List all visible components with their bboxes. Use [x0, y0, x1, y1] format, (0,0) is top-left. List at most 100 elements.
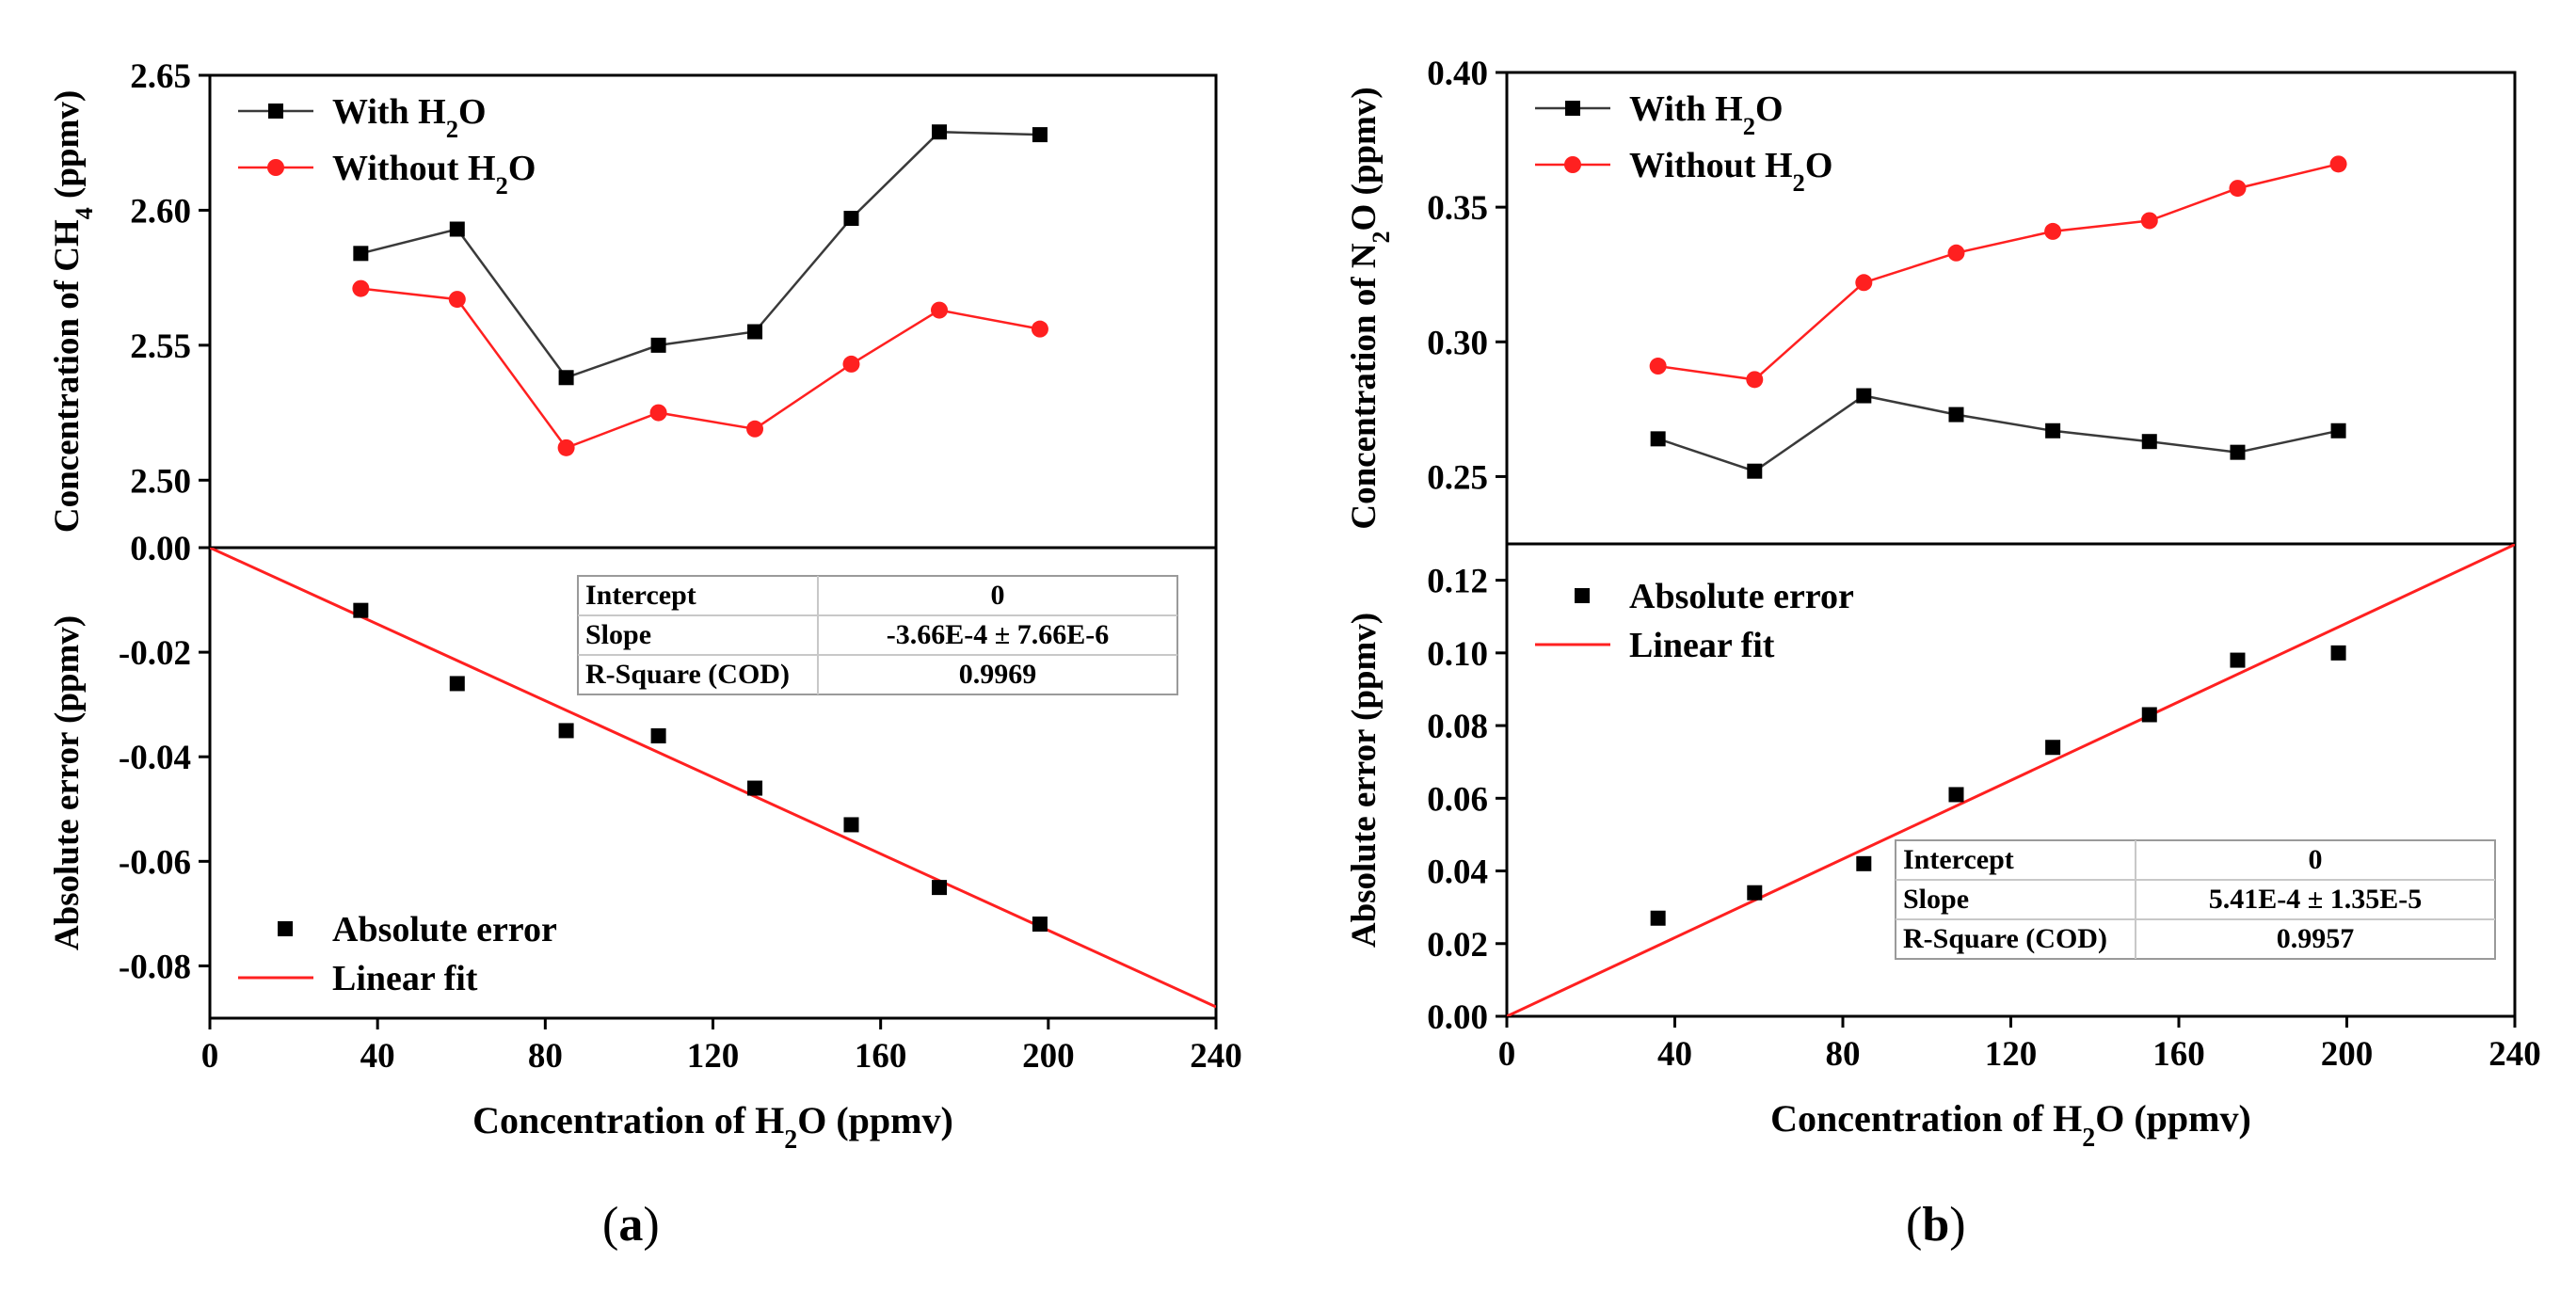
data-point-without-h2o: [448, 291, 466, 309]
data-point-with-h2o: [1747, 463, 1763, 479]
x-tick-label: 0: [1498, 1035, 1516, 1074]
legend-marker-circle: [267, 159, 284, 176]
absolute-error-point: [747, 780, 763, 796]
data-point-with-h2o: [747, 324, 763, 340]
legend-label-absolute-error: Absolute error: [1629, 577, 1854, 616]
bottom-y-tick-label: 0.08: [1427, 708, 1488, 746]
absolute-error-point: [2141, 707, 2157, 723]
data-point-with-h2o: [932, 124, 948, 140]
data-point-without-h2o: [2329, 155, 2347, 173]
bottom-y-axis-title: Absolute error (ppmv): [1345, 613, 1384, 948]
data-point-without-h2o: [1947, 244, 1965, 262]
absolute-error-point: [2230, 652, 2246, 668]
fit-table: Intercept 0 Slope 5.41E-4 ± 1.35E-5 R-Square…: [1895, 839, 2496, 960]
absolute-error-point: [650, 728, 666, 743]
series-line-with-h2o: [1657, 394, 2339, 473]
absolute-error-point: [843, 817, 859, 833]
x-tick-label: 200: [2321, 1035, 2374, 1074]
x-tick-label: 160: [855, 1037, 907, 1076]
data-point-with-h2o: [558, 370, 574, 386]
top-y-tick-label: 0.25: [1427, 458, 1488, 497]
absolute-error-point: [1856, 855, 1872, 871]
chart-panel-b: 0.25 0.30 0.35 0.40 0.00 0.02 0.04 0.06 0.08 0.10…: [1345, 55, 2541, 1153]
legend-label-linear-fit: Linear fit: [332, 959, 478, 998]
top-plot-frame: [208, 73, 1218, 550]
chart-panel-a: 2.50 2.55 2.60 2.65 0.00 -0.02 -0.04 -0.06 -0.08…: [48, 57, 1242, 1155]
fit-table-key: Slope: [1903, 884, 1969, 915]
top-y-tick-label: 2.60: [130, 192, 191, 231]
bottom-y-tick-label: -0.06: [119, 843, 191, 882]
legend-label-with-h2o: With H2O: [1629, 89, 1784, 140]
data-point-with-h2o: [1856, 388, 1872, 404]
top-y-axis-title: Concentration of N2O (ppmv): [1345, 87, 1395, 529]
bottom-y-tick-label: -0.08: [119, 948, 191, 986]
top-y-tick-label: 2.55: [130, 327, 191, 366]
x-tick-label: 240: [2488, 1035, 2541, 1074]
fit-table-key: R-Square (COD): [585, 659, 790, 690]
x-tick-label: 160: [2152, 1035, 2205, 1074]
fit-table-frame: [577, 575, 1178, 695]
fit-table: Intercept 0 Slope -3.66E-4 ± 7.66E-6 R-Squar…: [577, 575, 1178, 695]
data-point-without-h2o: [931, 301, 949, 319]
absolute-error-point: [2330, 645, 2346, 661]
legend-marker-square: [268, 104, 283, 119]
data-point-without-h2o: [2140, 212, 2158, 230]
series-line-without-h2o: [1657, 163, 2339, 381]
x-tick-label: 40: [1657, 1035, 1692, 1074]
bottom-y-tick-label: -0.02: [119, 634, 191, 673]
x-tick-label: 120: [1985, 1035, 2038, 1074]
legend-label-with-h2o: With H2O: [332, 92, 487, 143]
panel-label-a: (a): [602, 1198, 660, 1252]
x-tick-label: 0: [201, 1037, 219, 1076]
bottom-y-tick-label: 0.02: [1427, 926, 1488, 965]
data-point-without-h2o: [1031, 320, 1048, 338]
data-point-with-h2o: [2230, 444, 2246, 460]
data-point-without-h2o: [2229, 180, 2247, 198]
fit-table-key: Slope: [585, 619, 651, 650]
top-y-tick-label: 0.40: [1427, 55, 1488, 93]
linear-fit-line: [1507, 544, 2515, 1016]
series-line-with-h2o: [360, 130, 1040, 379]
bottom-y-tick-label: 0.00: [130, 530, 191, 568]
data-point-without-h2o: [557, 439, 575, 456]
fit-table-value: 5.41E-4 ± 1.35E-5: [2209, 884, 2422, 915]
top-y-axis-title: Concentration of CH4 (ppmv): [48, 90, 98, 533]
data-point-without-h2o: [649, 404, 667, 422]
absolute-error-point: [1747, 885, 1763, 901]
data-point-with-h2o: [2141, 434, 2157, 450]
data-point-with-h2o: [1032, 127, 1048, 143]
bottom-y-tick-label: 0.04: [1427, 853, 1488, 892]
x-tick-label: 80: [1826, 1035, 1861, 1074]
x-tick-label: 240: [1190, 1037, 1242, 1076]
fit-table-value: -3.66E-4 ± 7.66E-6: [887, 619, 1109, 650]
fit-table-value: 0.9969: [959, 659, 1037, 690]
data-point-without-h2o: [352, 279, 370, 297]
data-point-with-h2o: [843, 211, 859, 227]
absolute-error-point: [558, 723, 574, 739]
top-y-tick-label: 2.50: [130, 462, 191, 501]
x-tick-label: 80: [528, 1037, 563, 1076]
fit-table-frame: [1895, 839, 2496, 960]
bottom-y-tick-label: 0.06: [1427, 780, 1488, 819]
absolute-error-point: [1948, 787, 1964, 803]
fit-table-key: Intercept: [585, 580, 696, 611]
data-point-with-h2o: [353, 246, 369, 262]
absolute-error-point: [449, 676, 465, 692]
legend-label-without-h2o: Without H2O: [332, 149, 536, 199]
fit-table-value: 0: [991, 580, 1005, 611]
data-point-without-h2o: [842, 355, 860, 373]
data-point-with-h2o: [1650, 431, 1666, 447]
x-tick-label: 120: [687, 1037, 740, 1076]
bottom-y-tick-label: 0.12: [1427, 563, 1488, 601]
absolute-error-point: [2045, 740, 2061, 756]
legend-marker-absolute-error: [278, 921, 293, 936]
top-plot-frame: [1505, 71, 2517, 546]
data-point-without-h2o: [1649, 358, 1667, 375]
legend-label-absolute-error: Absolute error: [332, 910, 557, 949]
x-tick-label: 200: [1022, 1037, 1075, 1076]
top-y-tick-label: 0.30: [1427, 324, 1488, 362]
bottom-y-tick-label: -0.04: [119, 739, 191, 777]
data-point-with-h2o: [650, 337, 666, 353]
linear-fit-line: [210, 548, 1216, 1009]
